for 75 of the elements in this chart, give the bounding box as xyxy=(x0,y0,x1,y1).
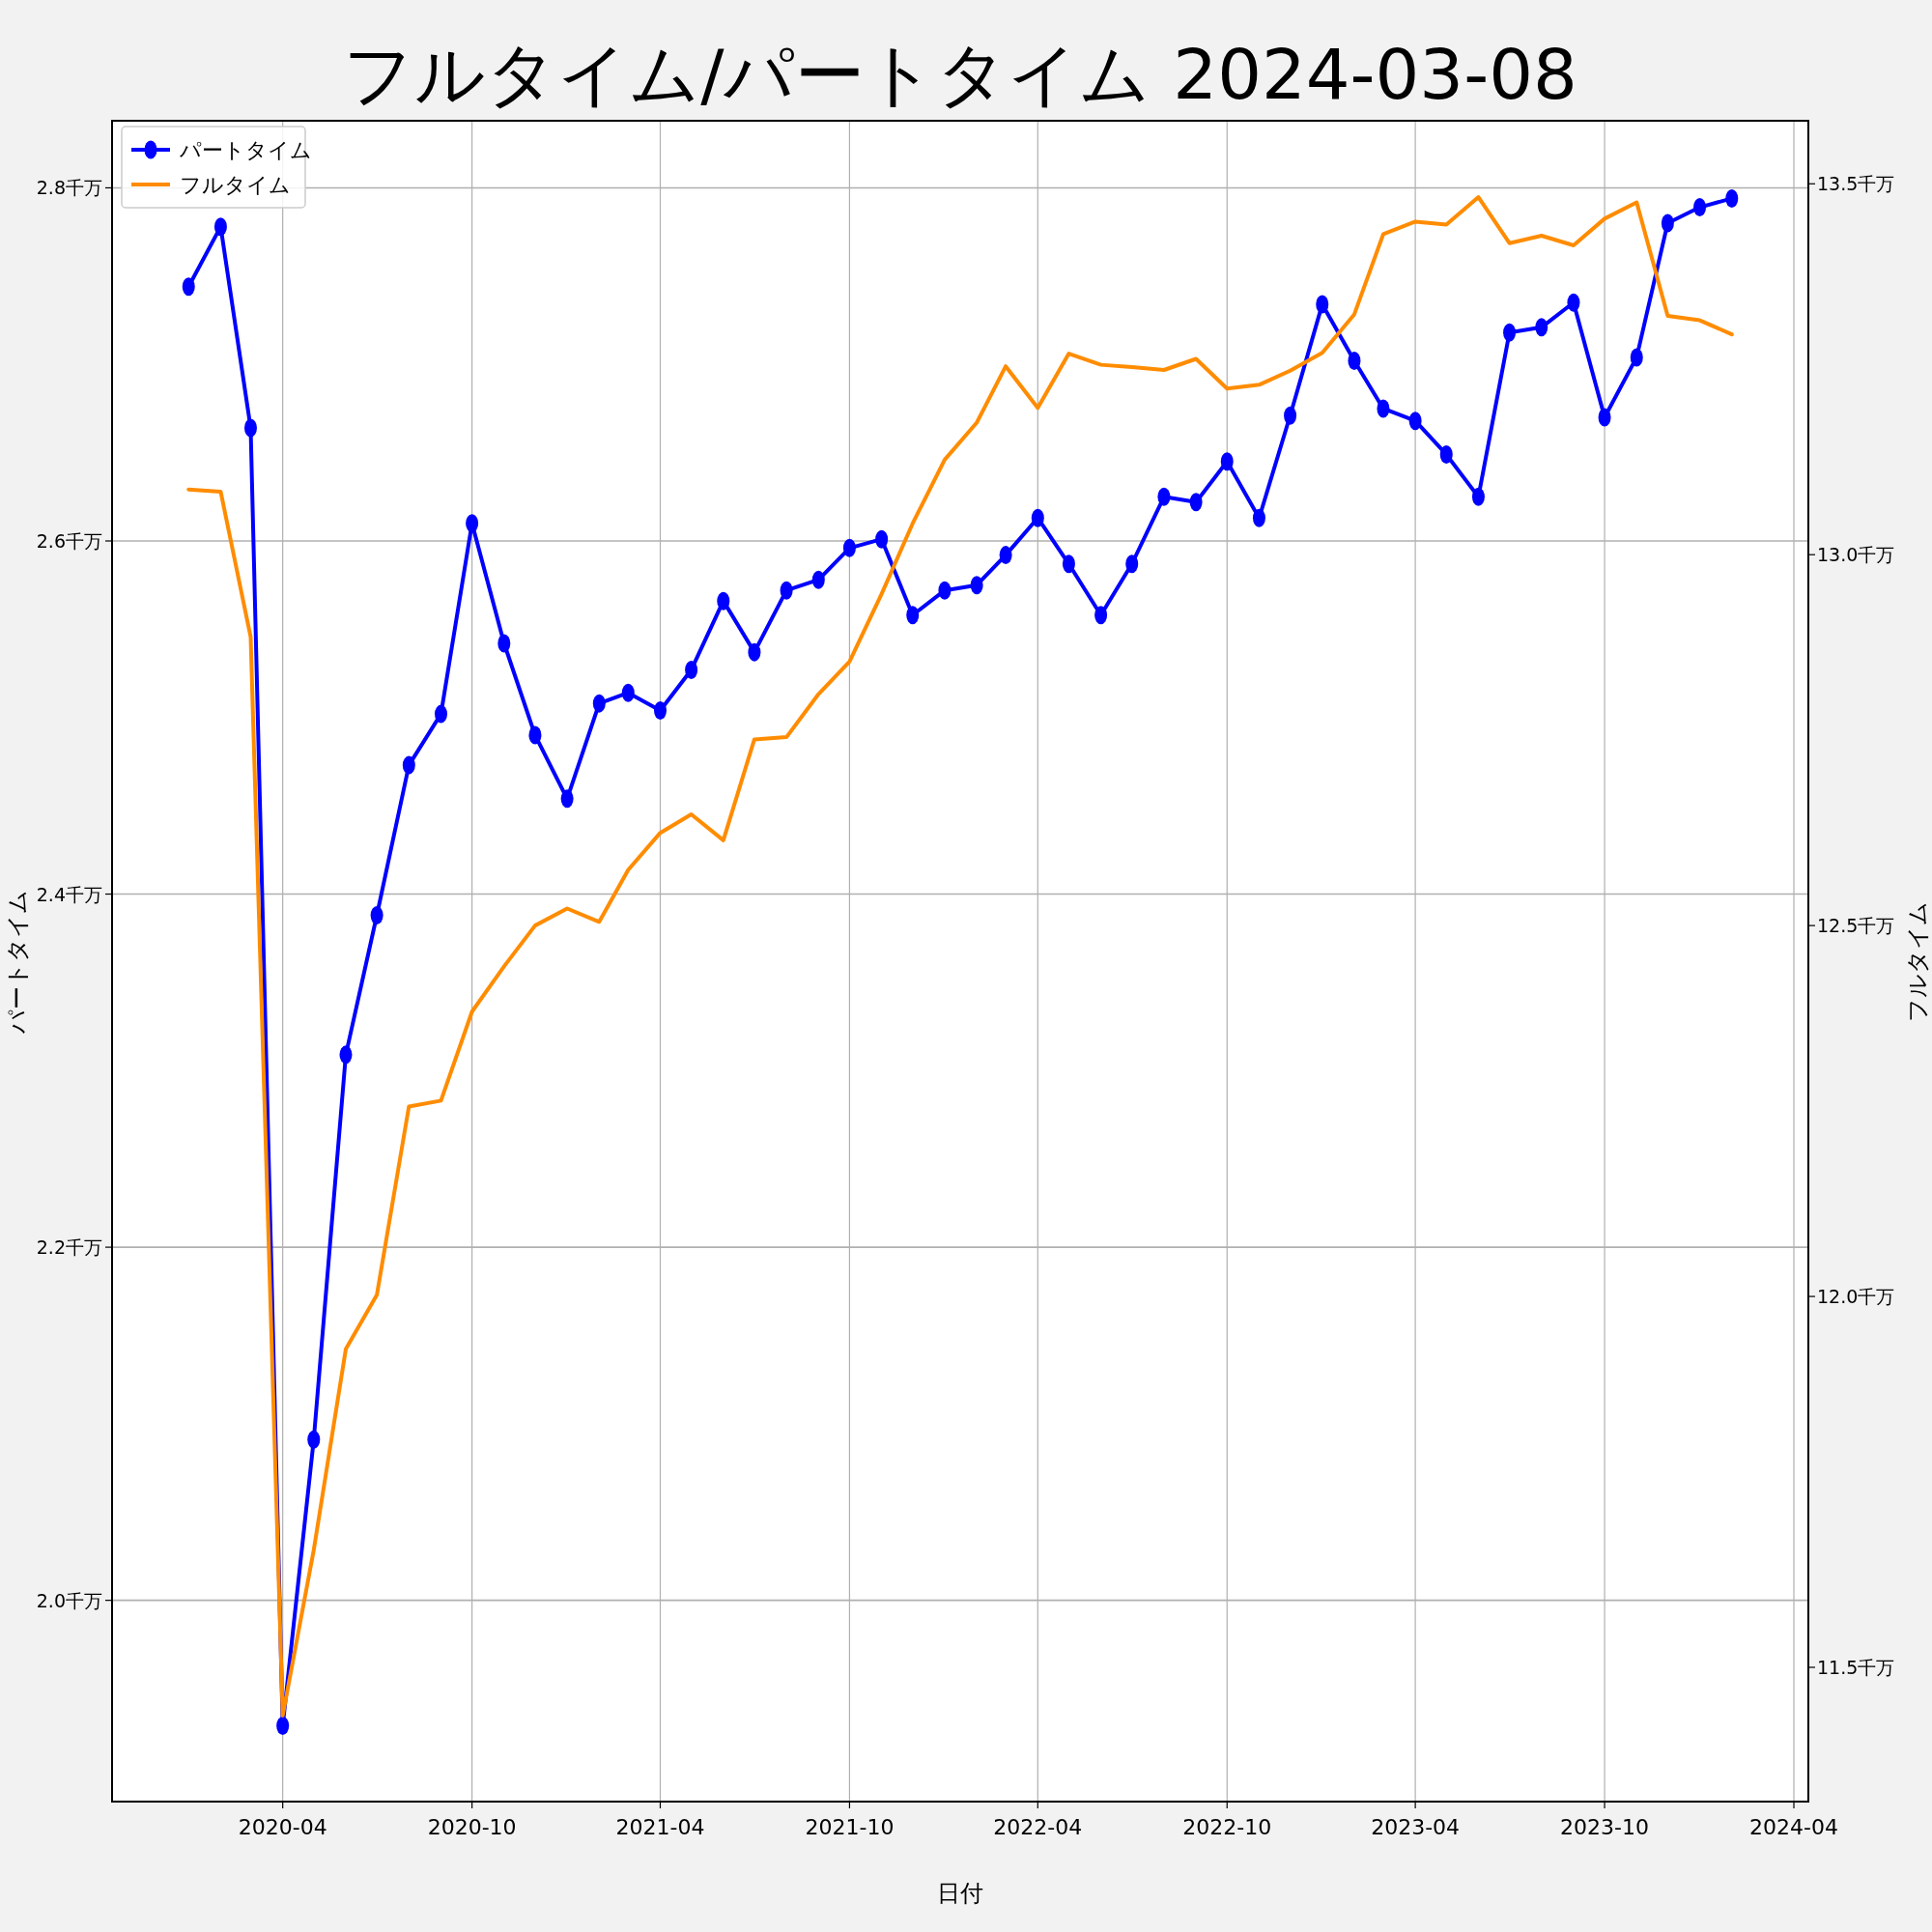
x-axis-title: 日付 xyxy=(937,1880,983,1907)
y2-tick-label: 12.0千万 xyxy=(1817,1286,1895,1308)
point xyxy=(1157,487,1171,506)
point xyxy=(402,755,415,775)
point xyxy=(466,514,479,533)
chart-title: フルタイム/パートタイム 2024-03-08 xyxy=(343,34,1577,115)
point xyxy=(780,581,793,600)
point xyxy=(842,538,856,557)
y2-tick-label: 11.5千万 xyxy=(1817,1657,1895,1679)
y2-tick-label: 13.5千万 xyxy=(1817,173,1895,195)
y2-tick-label: 12.5千万 xyxy=(1817,915,1895,937)
point xyxy=(560,789,574,809)
point xyxy=(213,217,227,237)
point xyxy=(906,606,920,625)
y2-tick-label: 13.0千万 xyxy=(1817,544,1895,566)
legend-label: フルタイム xyxy=(180,173,291,197)
point xyxy=(1377,399,1390,418)
point xyxy=(621,683,635,702)
point xyxy=(1220,452,1234,471)
point xyxy=(1252,508,1265,527)
point xyxy=(276,1716,290,1735)
point xyxy=(875,529,889,549)
point xyxy=(653,700,667,720)
point xyxy=(1535,318,1548,337)
x-tick-label: 2021-10 xyxy=(805,1815,895,1839)
point xyxy=(1062,554,1075,574)
point xyxy=(1503,323,1517,342)
point xyxy=(1693,198,1707,217)
y-tick-label: 2.4千万 xyxy=(36,883,102,905)
point xyxy=(717,591,730,611)
point xyxy=(434,704,447,724)
y-tick-label: 2.8千万 xyxy=(36,177,102,199)
x-tick-label: 2022-04 xyxy=(993,1815,1083,1839)
point xyxy=(1408,412,1422,431)
point xyxy=(938,581,952,600)
x-tick-label: 2020-10 xyxy=(427,1815,517,1839)
point xyxy=(1316,295,1329,314)
point xyxy=(1630,348,1643,367)
x-tick-label: 2024-04 xyxy=(1749,1815,1838,1839)
x-tick-label: 2022-10 xyxy=(1182,1815,1272,1839)
point xyxy=(370,905,384,924)
point xyxy=(1094,606,1108,625)
legend-label: パートタイム xyxy=(179,138,312,162)
point xyxy=(1439,444,1453,464)
y-tick-label: 2.2千万 xyxy=(36,1236,102,1259)
point xyxy=(748,642,761,662)
point xyxy=(1348,352,1361,371)
point xyxy=(685,660,698,679)
y-axis-title: パートタイム xyxy=(4,889,31,1035)
point xyxy=(1125,554,1139,574)
point xyxy=(182,277,195,297)
x-tick-label: 2021-04 xyxy=(615,1815,705,1839)
point xyxy=(592,694,606,713)
point xyxy=(339,1045,353,1065)
point xyxy=(307,1430,321,1449)
y-tick-label: 2.0千万 xyxy=(36,1589,102,1611)
x-tick-label: 2023-10 xyxy=(1560,1815,1650,1839)
point xyxy=(528,725,542,745)
y2-axis-title: フルタイム xyxy=(1904,900,1931,1022)
point xyxy=(970,576,983,595)
point xyxy=(1031,508,1044,527)
point xyxy=(1284,406,1297,425)
x-tick-label: 2023-04 xyxy=(1371,1815,1461,1839)
point xyxy=(1661,213,1674,233)
point xyxy=(999,546,1012,565)
point xyxy=(1567,293,1580,312)
point xyxy=(243,418,257,438)
x-tick-label: 2020-04 xyxy=(238,1815,327,1839)
point xyxy=(1598,408,1611,427)
y-tick-label: 2.6千万 xyxy=(36,530,102,552)
point xyxy=(1189,493,1203,512)
point xyxy=(811,570,825,589)
point xyxy=(1471,487,1485,506)
point xyxy=(497,634,511,653)
point xyxy=(1725,188,1739,208)
